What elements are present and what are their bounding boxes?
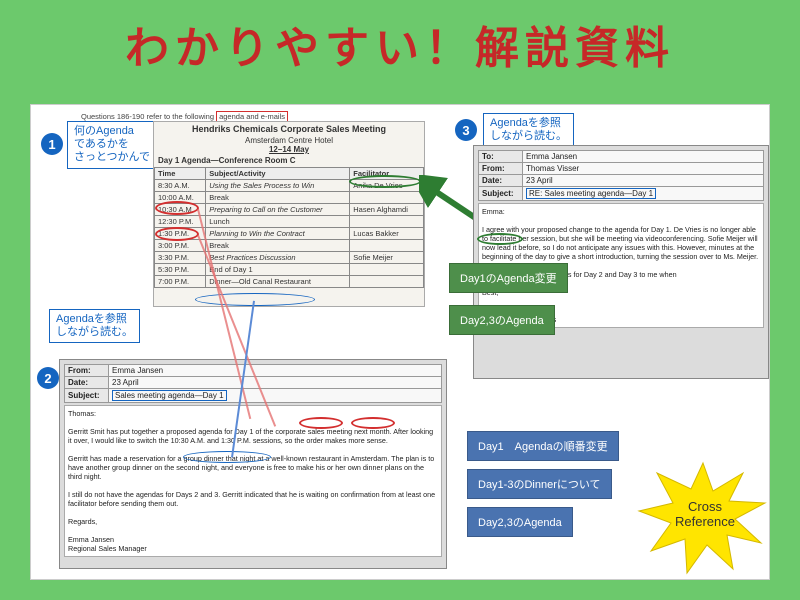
email1-from: Emma Jansen [109, 365, 442, 377]
email2-subject-label: Subject: [479, 187, 523, 201]
table-row: 7:00 P.M.Dinner—Old Canal Restaurant [155, 276, 424, 288]
speech-bubble-1: 何のAgenda であるかを さっとつかんで [67, 121, 157, 169]
agenda-hotel: Amsterdam Centre Hotel [154, 136, 424, 145]
email1-from-label: From: [65, 365, 109, 377]
red-circle-email-130 [351, 417, 395, 429]
green-circle-devries [477, 233, 523, 245]
email1-date-label: Date: [65, 377, 109, 389]
page-title: わかりやすい！解説資料 [0, 12, 800, 76]
chip-day23-agenda-blue: Day2,3のAgenda [467, 507, 573, 537]
email2-to: Emma Jansen [523, 151, 764, 163]
agenda-corp-title: Hendriks Chemicals Corporate Sales Meeti… [154, 122, 424, 136]
table-row: 3:30 P.M.Best Practices DiscussionSofie … [155, 252, 424, 264]
speech-bubble-3: Agendaを参照 しながら読む。 [483, 113, 574, 147]
email1-date: 23 April [109, 377, 442, 389]
red-circle-email-1030 [299, 417, 343, 429]
step-circle-3: 3 [455, 119, 477, 141]
email-1: From:Emma Jansen Date:23 April Subject:S… [59, 359, 447, 569]
slide-panel: Questions 186-190 refer to the following… [30, 104, 770, 580]
starburst-text: Cross Reference [645, 499, 765, 529]
speech-bubble-2: Agendaを参照 しながら読む。 [49, 309, 140, 343]
col-subject: Subject/Activity [206, 168, 350, 180]
col-time: Time [155, 168, 206, 180]
chip-day1-order-change: Day1 Agendaの順番変更 [467, 431, 619, 461]
email2-date: 23 April [523, 175, 764, 187]
step-circle-2: 2 [37, 367, 59, 389]
red-circle-1030am [155, 201, 199, 215]
blue-circle-dinner [195, 293, 315, 306]
chip-day23-agenda-green: Day2,3のAgenda [449, 305, 555, 335]
table-row: 3:00 P.M.Break [155, 240, 424, 252]
email-2: To:Emma Jansen From:Thomas Visser Date:2… [473, 145, 769, 379]
agenda-document: Hendriks Chemicals Corporate Sales Meeti… [153, 121, 425, 307]
green-circle-anika [349, 175, 421, 188]
chip-day1-agenda-change: Day1のAgenda変更 [449, 263, 568, 293]
blue-circle-group-dinner [183, 451, 271, 463]
email2-to-label: To: [479, 151, 523, 163]
table-row: 10:00 A.M.Break [155, 192, 424, 204]
agenda-dates: 12–14 May [154, 145, 424, 154]
agenda-day-line: Day 1 Agenda—Conference Room C [154, 154, 424, 167]
email2-from: Thomas Visser [523, 163, 764, 175]
email1-subject-label: Subject: [65, 389, 109, 403]
email2-subject: RE: Sales meeting agenda—Day 1 [523, 187, 764, 201]
email1-subject: Sales meeting agenda—Day 1 [109, 389, 442, 403]
table-row: 5:30 P.M.End of Day 1 [155, 264, 424, 276]
step-circle-1: 1 [41, 133, 63, 155]
table-row: 12:30 P.M.Lunch [155, 216, 424, 228]
email2-from-label: From: [479, 163, 523, 175]
red-circle-130pm [155, 227, 199, 241]
email2-date-label: Date: [479, 175, 523, 187]
chip-day13-dinner: Day1-3のDinnerについて [467, 469, 612, 499]
